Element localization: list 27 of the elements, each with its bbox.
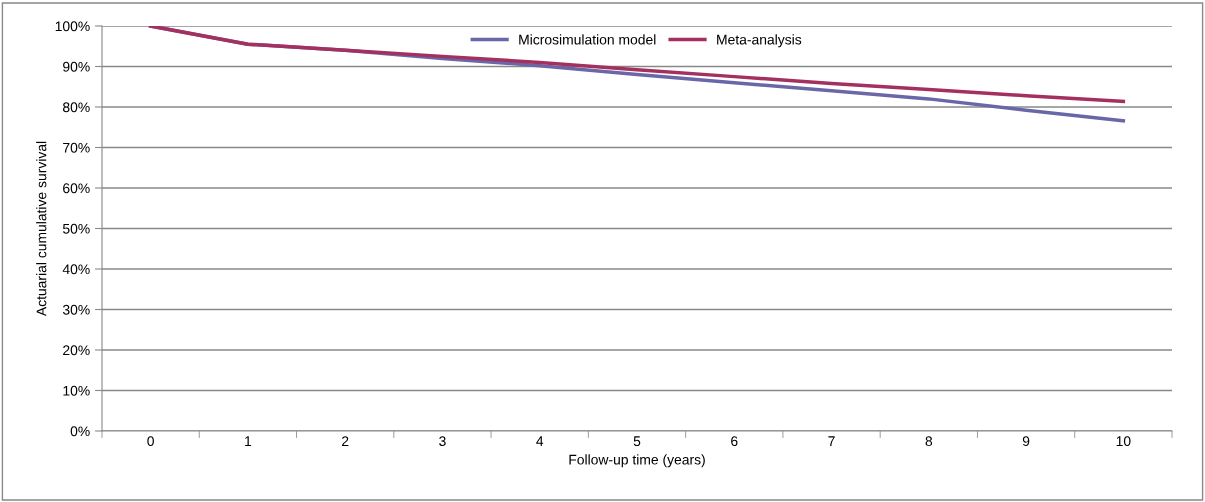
legend-label: Microsimulation model [519, 34, 656, 45]
x-tick-label: 9 [1022, 436, 1030, 447]
y-axis-title: Actuarial cumulative survival [36, 141, 47, 317]
y-tick-label: 0% [70, 426, 90, 437]
x-tick-label: 7 [828, 436, 835, 446]
y-tick-label: 100% [55, 21, 90, 32]
x-tick-label: 10 [1116, 436, 1131, 447]
legend-label: Meta-analysis [717, 34, 802, 48]
x-tick-label: 8 [925, 436, 933, 447]
y-tick-label: 50% [62, 223, 90, 234]
x-tick-label: 5 [633, 436, 641, 447]
x-tick-label: 2 [342, 436, 349, 446]
x-tick-label: 4 [536, 436, 544, 446]
y-tick-label: 10% [63, 385, 90, 396]
y-tick-label: 80% [63, 102, 90, 113]
y-tick-label: 30% [62, 304, 90, 315]
x-axis-title: Follow-up time (years) [569, 454, 705, 468]
y-tick-label: 20% [63, 345, 90, 356]
x-tick-label: 6 [731, 436, 738, 447]
line-series [148, 26, 1126, 104]
x-tick-label: 3 [439, 436, 446, 447]
y-tick-label: 40% [62, 264, 90, 275]
x-tick-label: 0 [147, 436, 154, 447]
y-tick-label: 60% [63, 183, 90, 194]
y-tick-label: 90% [63, 61, 90, 72]
y-tick-label: 70% [63, 142, 90, 153]
x-tick-label: 1 [245, 436, 252, 446]
